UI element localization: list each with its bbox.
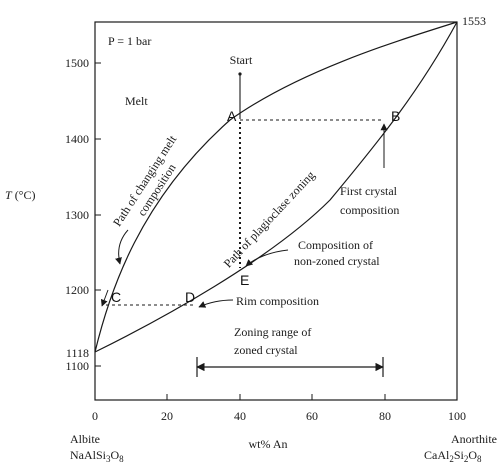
point-label-c: C [111,289,121,305]
x-tick-label-80: 80 [379,409,391,423]
zoning-range-label-line2: zoned crystal [234,343,298,357]
start-label: Start [230,53,253,67]
melt-path-arrow [115,229,129,265]
pressure-label: P = 1 bar [108,34,151,48]
y-axis-ticks [95,62,101,367]
plot-frame [94,21,458,401]
x-tick-label-60: 60 [306,409,318,423]
nonzoned-arrow [245,249,289,267]
point-label-d: D [185,289,195,305]
end-member-anorthite-name: Anorthite [451,432,497,446]
y-axis-unit: (°C) [15,188,36,202]
endpoint-label-1553: 1553 [462,14,486,28]
liquidus-curve [94,21,458,353]
y-tick-label-1400: 1400 [65,132,89,146]
end-member-albite-formula: NaAlSi3O8 [70,448,124,464]
melt-field-label: Melt [125,94,148,108]
first-crystal-label-line2: composition [340,203,399,217]
point-label-e: E [240,272,249,288]
nonzoned-label-line1: Composition of [298,238,373,252]
nonzoned-label-line2: non-zoned crystal [294,254,380,268]
x-axis-ticks [94,394,458,400]
rim-composition-label: Rim composition [236,294,319,308]
y-tick-label-1100: 1100 [65,359,89,373]
zoning-range-label-line1: Zoning range of [234,325,311,339]
x-axis-title: wt% An [249,437,288,451]
end-member-albite-name: Albite [70,432,100,446]
rim-arrow [198,299,234,308]
x-tick-label-40: 40 [234,409,246,423]
y-axis-symbol: T [5,188,13,202]
x-tick-label-20: 20 [161,409,173,423]
c-arrow [100,289,109,307]
end-member-anorthite-formula: CaAl2Si2O8 [424,448,482,464]
first-crystal-label-line1: First crystal [340,184,398,198]
y-axis-title: T (°C) [5,188,35,202]
y-tick-label-1500: 1500 [65,56,89,70]
y-tick-label-1300: 1300 [65,208,89,222]
point-label-b: B [391,108,400,124]
endpoint-label-1118: 1118 [66,346,89,360]
x-tick-label-100: 100 [448,409,466,423]
start-point-dot [238,72,242,76]
y-tick-label-1200: 1200 [65,283,89,297]
x-tick-label-0: 0 [92,409,98,423]
solidus-curve [94,21,458,353]
point-label-a: A [227,108,237,124]
